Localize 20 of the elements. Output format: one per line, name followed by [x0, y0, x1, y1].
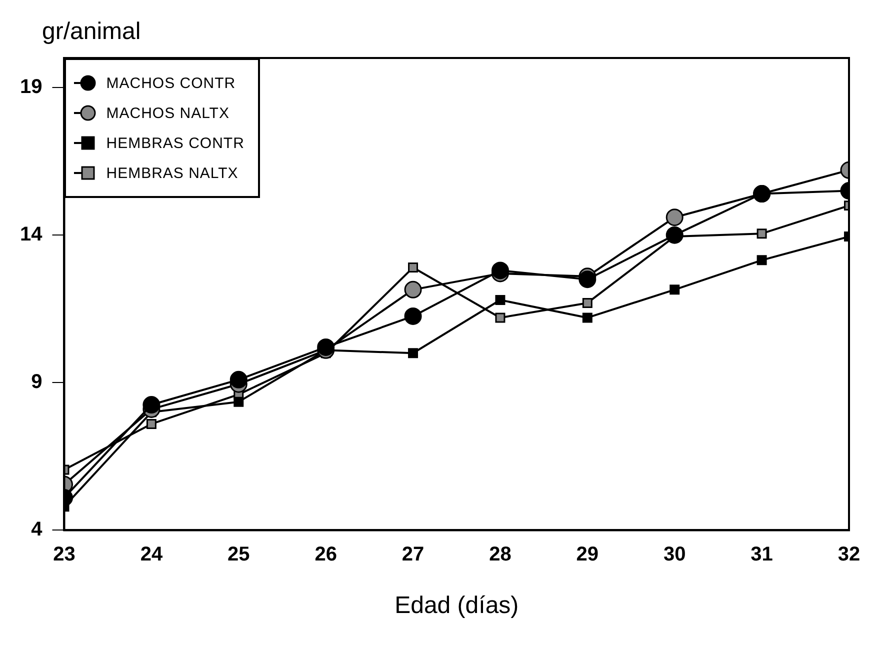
x-tick-label: 29: [576, 544, 599, 566]
x-tick-label: 27: [402, 544, 424, 566]
x-tick-label: 25: [228, 544, 250, 566]
x-tick-label: 23: [53, 544, 76, 566]
legend-label: HEMBRAS NALTX: [106, 164, 238, 182]
x-tick-label: 26: [314, 544, 337, 566]
x-tick-label: 24: [140, 544, 164, 566]
y-tick-label: 4: [31, 518, 44, 541]
legend-label: MACHOS CONTR: [106, 74, 236, 92]
x-tick-label: 31: [750, 544, 773, 566]
legend-label: HEMBRAS CONTR: [106, 134, 244, 152]
x-axis-title: Edad (días): [394, 592, 519, 620]
y-axis-title: gr/animal: [42, 18, 141, 46]
y-tick-label: 14: [20, 224, 44, 246]
x-tick-label: 28: [489, 544, 512, 566]
x-tick-label: 32: [838, 544, 860, 566]
x-tick-label: 30: [663, 544, 686, 566]
legend-label: MACHOS NALTX: [106, 104, 230, 122]
y-tick-label: 9: [31, 371, 42, 394]
y-tick-label: 19: [20, 76, 42, 98]
